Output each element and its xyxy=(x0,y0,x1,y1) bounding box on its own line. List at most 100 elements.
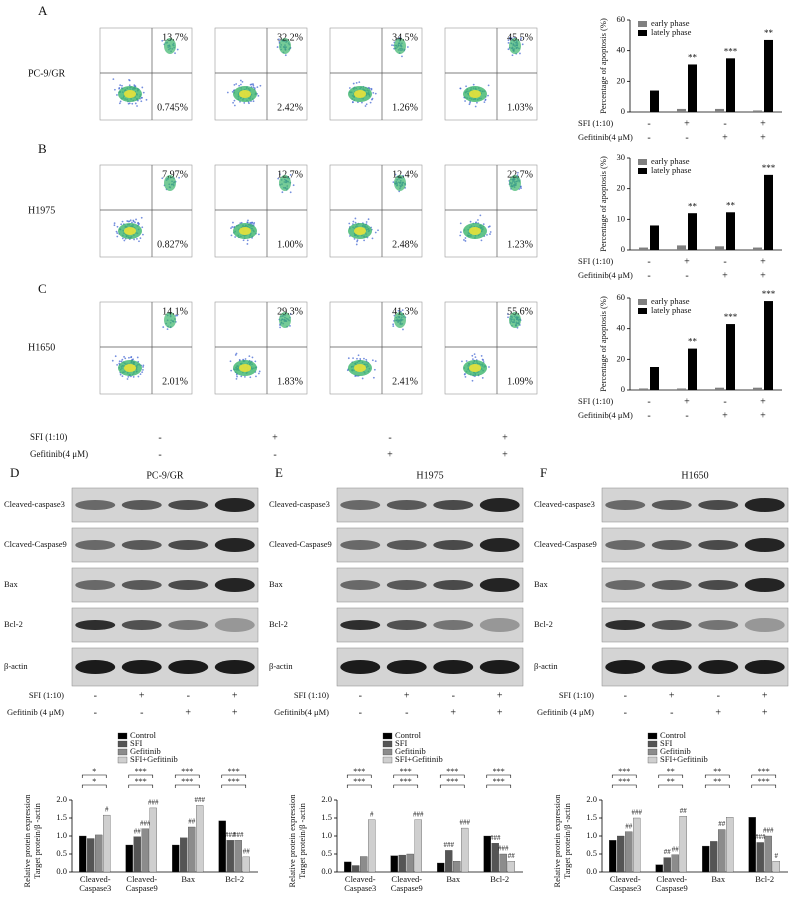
event-dot xyxy=(520,187,522,190)
y-tick-label: 1.0 xyxy=(56,830,67,840)
bar xyxy=(609,840,617,873)
bar xyxy=(344,861,352,873)
bar xyxy=(188,826,196,873)
event-dot xyxy=(246,239,249,242)
quadrant-percent: 0.745% xyxy=(157,102,188,113)
hash-mark: ## xyxy=(188,818,196,826)
treatment-label: Gefitinib(4 μM) xyxy=(274,707,329,717)
significance-bracket xyxy=(611,784,637,788)
event-dot xyxy=(161,39,164,42)
event-dot xyxy=(359,357,362,360)
treatment-sign: + xyxy=(722,270,728,281)
flow-plot: 7.97% 0.827% xyxy=(99,164,193,258)
bar xyxy=(688,348,697,390)
treatment-sign: - xyxy=(647,270,650,281)
blot-band xyxy=(168,580,209,590)
bar xyxy=(715,246,724,250)
bar xyxy=(617,835,625,873)
event-dot xyxy=(278,38,280,41)
y-tick-label: 2.0 xyxy=(321,794,332,804)
treatment-sign: + xyxy=(760,410,766,421)
significance: *** xyxy=(400,767,412,776)
event-dot xyxy=(113,224,116,227)
treatment-sign: + xyxy=(760,256,766,267)
legend-label: Gefitinib xyxy=(130,746,161,756)
blot-band xyxy=(479,578,520,592)
event-dot xyxy=(507,313,509,315)
y-axis-title: Percentage of apoptosis (%) xyxy=(598,18,608,114)
panel-label: E xyxy=(275,465,283,480)
blot-band xyxy=(121,580,162,590)
legend-swatch xyxy=(647,748,658,756)
significance: ** xyxy=(688,53,698,63)
bar xyxy=(95,834,103,873)
bar xyxy=(764,39,773,112)
event-dot xyxy=(128,78,130,81)
legend-label: lately phase xyxy=(651,165,692,175)
significance-bracket xyxy=(393,784,419,788)
event-dot xyxy=(474,105,477,108)
event-dot xyxy=(377,229,379,232)
bar xyxy=(702,845,710,873)
y-tick-label: 0.0 xyxy=(321,866,332,876)
bar xyxy=(398,854,406,873)
treatment-sign: - xyxy=(647,410,650,421)
event-dot xyxy=(465,360,468,362)
blot-band xyxy=(744,660,785,674)
event-dot xyxy=(392,325,395,328)
event-dot xyxy=(259,84,262,87)
blot-band xyxy=(651,500,692,510)
legend-swatch xyxy=(638,168,647,174)
event-dot xyxy=(353,237,356,240)
blot-band xyxy=(121,540,162,550)
panel-label: B xyxy=(38,141,47,156)
blot-band xyxy=(386,500,427,510)
bar xyxy=(688,64,697,112)
event-dot xyxy=(123,355,125,358)
event-dot xyxy=(461,360,463,363)
plot-frame xyxy=(214,164,308,258)
y-tick-label: 0.5 xyxy=(586,848,597,858)
legend-label: SFI+Gefitinib xyxy=(660,754,708,764)
blot-band xyxy=(168,540,209,550)
flow-plot: 34.5% 1.26% xyxy=(329,27,423,121)
event-dot xyxy=(363,357,365,360)
significance: *** xyxy=(618,767,630,776)
blot-band xyxy=(214,538,255,552)
event-dot xyxy=(347,357,350,360)
hash-mark: ### xyxy=(233,831,244,839)
event-dot xyxy=(372,91,375,94)
blot-row-label: Cleaved-Caspase9 xyxy=(269,539,332,549)
event-dot xyxy=(230,234,233,237)
hash-mark: ### xyxy=(490,834,501,842)
event-dot xyxy=(138,222,140,225)
event-dot xyxy=(471,379,474,382)
legend-label: early phase xyxy=(651,18,690,28)
event-dot xyxy=(392,323,395,326)
event-dot xyxy=(392,181,395,183)
event-dot xyxy=(246,221,249,224)
event-dot xyxy=(230,227,232,230)
legend-swatch xyxy=(117,748,128,756)
y-tick-label: 0.0 xyxy=(586,866,597,876)
treatment-sign: + xyxy=(669,690,675,701)
quadrant-percent: 34.5% xyxy=(392,32,418,43)
blot-band xyxy=(433,620,474,630)
plot-frame xyxy=(214,27,308,121)
bar xyxy=(764,174,773,250)
quadrant-percent: 2.01% xyxy=(162,376,188,387)
event-dot xyxy=(131,102,134,105)
blot-band xyxy=(214,660,255,674)
y-tick-label: 10 xyxy=(617,213,626,223)
y-tick-label: 2.0 xyxy=(56,794,67,804)
treatment-sign: - xyxy=(140,707,143,718)
treatment-label: SFI (1:10) xyxy=(559,690,594,700)
bar xyxy=(234,840,242,873)
blot-row-label: Cleaved-caspase3 xyxy=(269,499,330,509)
bar xyxy=(149,807,157,873)
x-tick-label: Bcl-2 xyxy=(490,874,510,884)
event-dot xyxy=(119,84,122,87)
event-dot xyxy=(123,239,126,242)
significance-bracket xyxy=(346,774,372,778)
